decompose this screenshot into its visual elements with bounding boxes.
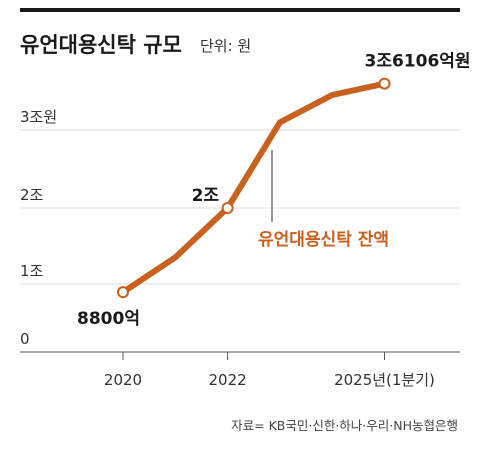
y-tick-labels: 0 1조 2조 3조원 [20,108,57,348]
data-point-marker [117,286,129,299]
top-rule [20,8,460,12]
x-tick-label: 2022 [209,371,247,389]
y-tick-label: 2조 [20,186,44,204]
y-tick-label: 1조 [20,262,44,280]
gridlines [20,129,460,285]
axes [20,351,460,360]
x-tick-label: 2020 [104,371,142,389]
x-tick-label: 2025년(1분기) [334,371,435,389]
data-point-marker [378,77,391,90]
chart-title: 유언대용신탁 규모 [20,33,182,57]
annotations: 8800억 2조 3조6106억원 [77,52,471,330]
unit-note: 단위: 원 [200,37,251,55]
data-point-marker [221,202,234,214]
source-note: 자료= KB국민·신한·하나·우리·NH농협은행 [231,418,458,433]
series-lines [120,80,388,296]
x-tick-labels: 2020 2022 2025년(1분기) [104,371,435,389]
data-label: 3조6106억원 [365,52,471,72]
y-tick-label: 0 [20,330,30,348]
y-tick-label: 3조원 [20,108,57,126]
series-line [120,80,388,296]
data-label: 2조 [192,186,220,206]
data-label: 8800억 [77,309,140,329]
series-label: 유언대용신탁 잔액 [258,230,389,250]
